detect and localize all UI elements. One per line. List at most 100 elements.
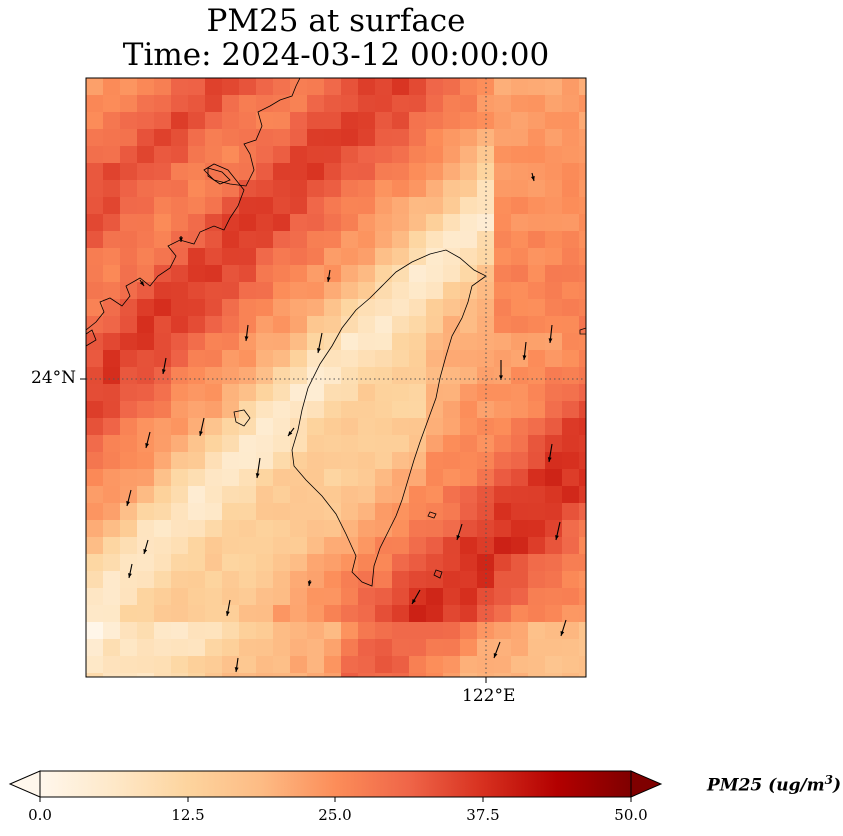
pm25-cell — [375, 452, 393, 470]
pm25-cell — [426, 129, 444, 147]
pm25-cell — [579, 333, 586, 351]
pm25-cell — [375, 486, 393, 504]
pm25-cell — [307, 554, 325, 572]
pm25-cell — [409, 520, 427, 538]
pm25-cell — [171, 605, 189, 623]
pm25-cell — [562, 469, 580, 487]
pm25-cell — [188, 163, 206, 181]
pm25-cell — [154, 95, 172, 113]
pm25-cell — [205, 503, 223, 521]
pm25-cell — [103, 486, 121, 504]
wind-arrow-head — [307, 581, 312, 586]
pm25-cell — [273, 146, 291, 164]
pm25-cell — [409, 418, 427, 436]
pm25-cell — [137, 520, 155, 538]
pm25-cell — [511, 146, 529, 164]
pm25-cell — [205, 214, 223, 232]
pm25-cell — [205, 316, 223, 334]
pm25-cell — [307, 214, 325, 232]
pm25-cell — [86, 486, 104, 504]
pm25-cell — [528, 78, 546, 96]
pm25-cell — [188, 265, 206, 283]
pm25-cell — [511, 350, 529, 368]
china-coastline — [86, 78, 301, 331]
pm25-cell — [103, 112, 121, 130]
pm25-cell — [562, 554, 580, 572]
pm25-cell — [239, 571, 257, 589]
pm25-cell — [324, 299, 342, 317]
pm25-cell — [120, 214, 138, 232]
pm25-cell — [171, 214, 189, 232]
pm25-cell — [358, 537, 376, 555]
pm25-cell — [324, 316, 342, 334]
pm25-cell — [222, 503, 240, 521]
pm25-cell — [120, 197, 138, 215]
pm25-cell — [222, 146, 240, 164]
pm25-cell — [256, 367, 274, 385]
pm25-cell — [562, 95, 580, 113]
pm25-cell — [239, 231, 257, 249]
pm25-cell — [511, 622, 529, 640]
pm25-cell — [86, 214, 104, 232]
pm25-cell — [392, 333, 410, 351]
pm25-cell — [137, 605, 155, 623]
pm25-cell — [511, 316, 529, 334]
pm25-cell — [477, 180, 495, 198]
pm25-cell — [256, 333, 274, 351]
pm25-cell — [154, 503, 172, 521]
pm25-cell — [103, 248, 121, 266]
pm25-cell — [273, 588, 291, 606]
pm25-cell — [137, 367, 155, 385]
pm25-cell — [171, 401, 189, 419]
pm25-cell — [375, 163, 393, 181]
colorbar-gradient — [40, 771, 631, 797]
pm25-cell — [307, 469, 325, 487]
pm25-cell — [171, 95, 189, 113]
pm25-cell — [239, 486, 257, 504]
pm25-cell — [460, 571, 478, 589]
pm25-cell — [171, 299, 189, 317]
pm25-cell — [188, 282, 206, 300]
pm25-cell — [171, 554, 189, 572]
pm25-cell — [222, 554, 240, 572]
pm25-cell — [307, 486, 325, 504]
pm25-cell — [358, 605, 376, 623]
pm25-cell — [494, 112, 512, 130]
lon-tick-label: 122°E — [462, 686, 516, 706]
pm25-cell — [205, 282, 223, 300]
pm25-cell — [426, 350, 444, 368]
pm25-cell — [256, 588, 274, 606]
pm25-cell — [256, 656, 274, 674]
pm25-cell — [426, 282, 444, 300]
pm25-cell — [375, 588, 393, 606]
pm25-cell — [154, 571, 172, 589]
pm25-cell — [290, 129, 308, 147]
pm25-cell — [443, 112, 461, 130]
pm25-cell — [494, 656, 512, 674]
pm25-cell — [375, 146, 393, 164]
pm25-cell — [579, 639, 586, 657]
pm25-cell — [341, 418, 359, 436]
map-panel — [80, 77, 587, 683]
pm25-cell — [341, 112, 359, 130]
pm25-cell — [477, 401, 495, 419]
pm25-cell — [494, 503, 512, 521]
pm25-cell — [154, 588, 172, 606]
pm25-cell — [443, 248, 461, 266]
pm25-cell — [188, 299, 206, 317]
pm25-cell — [239, 95, 257, 113]
pm25-cell — [256, 163, 274, 181]
pm25-cell — [494, 435, 512, 453]
colorbar-label: PM25 (ug/m3) — [707, 773, 841, 796]
pm25-cell — [307, 622, 325, 640]
pm25-cell — [205, 231, 223, 249]
wind-arrow-head — [128, 573, 132, 578]
pm25-cell — [137, 231, 155, 249]
pm25-cell — [409, 554, 427, 572]
pm25-cell — [222, 316, 240, 334]
pm25-cell — [392, 146, 410, 164]
pm25-cell — [528, 180, 546, 198]
pm25-cell — [358, 639, 376, 657]
pm25-cell — [545, 299, 563, 317]
pm25-cell — [154, 486, 172, 504]
